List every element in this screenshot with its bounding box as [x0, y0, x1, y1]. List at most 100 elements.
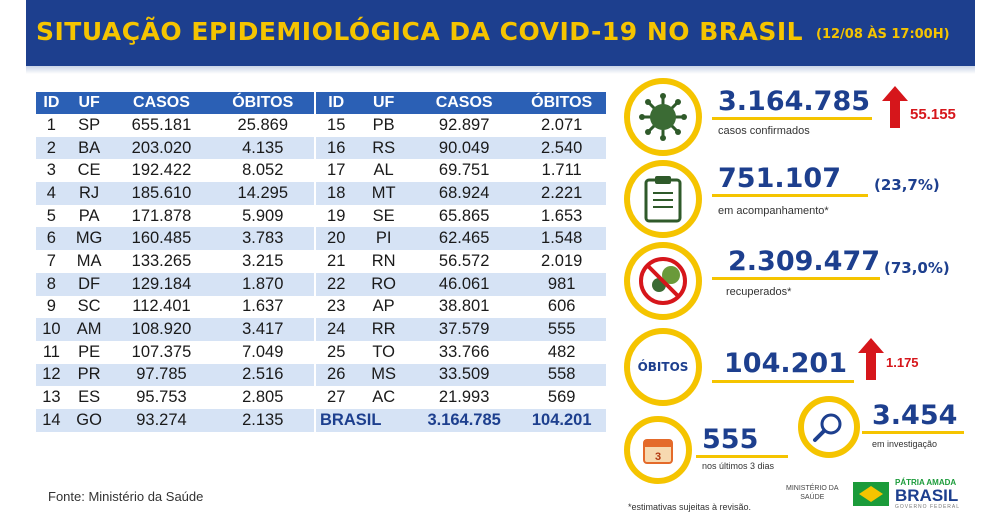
cell-obitos: 7.049	[242, 342, 284, 361]
cell-obitos: 1.653	[541, 206, 583, 225]
table-row: 22 RO 46.061 981	[316, 272, 606, 296]
last3days-underline	[696, 455, 788, 458]
cell-id: 12	[36, 363, 67, 387]
cell-casos: 65.865	[438, 206, 490, 225]
cell-id: 7	[46, 251, 56, 270]
up-arrow-icon	[882, 86, 908, 128]
last3days-circle: 3	[624, 416, 692, 484]
confirmed-increase: 55.155	[910, 106, 956, 123]
table-row: 14 GO 93.274 2.135	[36, 408, 314, 432]
states-table-left-body: 1 SP 655.181 25.869 2 BA 203.020 4.135 3 CE 192.42…	[36, 114, 314, 432]
cell-id: 10	[36, 318, 67, 341]
table-row: 16 RS 90.049 2.540	[316, 136, 606, 160]
cell-uf: DF	[66, 272, 112, 296]
cell-uf: MA	[76, 251, 102, 270]
footnote: *estimativas sujeitas à revisão.	[628, 502, 752, 512]
column-header: ID	[36, 92, 67, 114]
cell-id: 21	[327, 251, 346, 270]
cell-casos: 95.753	[136, 388, 187, 407]
calendar-icon: 3	[643, 439, 673, 464]
column-header: ÓBITOS	[517, 92, 606, 114]
cell-casos: 68.924	[410, 182, 518, 205]
column-header: ID	[316, 92, 357, 114]
cell-id: 26	[316, 363, 357, 387]
cell-casos: 93.274	[111, 408, 212, 432]
investigation-label: em investigação	[872, 439, 938, 449]
cell-obitos: 2.071	[541, 115, 583, 134]
cell-uf: MT	[356, 182, 411, 205]
monitoring-underline	[712, 194, 868, 197]
total-row: BRASIL 3.164.785 104.201	[316, 408, 606, 432]
column-header: UF	[356, 92, 411, 114]
cell-id: 15	[327, 115, 346, 134]
cell-casos: 90.049	[410, 136, 518, 160]
cell-uf: PA	[78, 206, 100, 225]
table-row: 4 RJ 185.610 14.295	[36, 182, 314, 205]
table-row: 19 SE 65.865 1.653	[316, 205, 606, 228]
cell-casos: 33.766	[438, 342, 490, 361]
cell-uf: RR	[356, 318, 411, 341]
cell-id: 23	[327, 297, 346, 316]
deaths-circle: ÓBITOS	[624, 328, 702, 406]
cell-obitos: 1.548	[517, 227, 606, 251]
cell-obitos: 2.221	[517, 182, 606, 205]
cell-obitos: 3.417	[211, 318, 314, 341]
cell-uf: RO	[356, 272, 411, 296]
deaths-badge: ÓBITOS	[637, 360, 689, 374]
table-row: 10 AM 108.920 3.417	[36, 318, 314, 341]
cell-uf: RS	[356, 136, 411, 160]
cell-obitos: 981	[517, 272, 606, 296]
cell-casos: 112.401	[132, 297, 191, 316]
cell-uf: SP	[78, 115, 101, 134]
cell-uf: ES	[78, 388, 101, 407]
cell-uf: AM	[66, 318, 112, 341]
monitoring-label: em acompanhamento*	[718, 205, 829, 217]
cell-uf: RN	[371, 251, 396, 270]
monitoring-value: 751.107	[718, 163, 841, 194]
total-label: BRASIL	[316, 408, 411, 432]
recovered-circle	[624, 242, 702, 320]
cell-casos: 69.751	[438, 161, 490, 180]
cell-id: 19	[327, 206, 346, 225]
states-table-right: ID UF CASOS ÓBITOS 15 PB 92.897 2.071 16 RS 90…	[316, 92, 606, 432]
states-table-right-body: 15 PB 92.897 2.071 16 RS 90.049 2.540 17 AL 69.751…	[316, 114, 606, 409]
cell-id: 13	[42, 388, 61, 407]
cell-obitos: 5.909	[242, 206, 284, 225]
cell-casos: 92.897	[438, 115, 490, 134]
table-row: 5 PA 171.878 5.909	[36, 205, 314, 228]
deaths-increase: 1.175	[886, 355, 919, 370]
cell-id: 18	[316, 182, 357, 205]
cell-id: 8	[36, 272, 67, 296]
table-row: 9 SC 112.401 1.637	[36, 296, 314, 319]
deaths-value: 104.201	[724, 348, 847, 379]
cell-id: 11	[42, 342, 60, 361]
gov-name: BRASIL	[895, 486, 959, 505]
cell-uf: SC	[77, 297, 101, 316]
cell-casos: 108.920	[111, 318, 212, 341]
cell-id: 17	[327, 161, 346, 180]
cell-obitos: 2.540	[517, 136, 606, 160]
cell-id: 1	[46, 115, 56, 134]
total-casos: 3.164.785	[410, 408, 518, 432]
cell-obitos: 558	[517, 363, 606, 387]
cell-uf: AC	[372, 388, 396, 407]
cell-uf: PI	[356, 227, 411, 251]
table-header-row: ID UF CASOS ÓBITOS	[316, 92, 606, 114]
confirmed-value: 3.164.785	[718, 86, 871, 117]
cell-uf: PE	[78, 342, 101, 361]
confirmed-label: casos confirmados	[718, 125, 810, 137]
cell-uf: MG	[66, 227, 112, 251]
column-header: CASOS	[111, 92, 212, 114]
cell-obitos: 569	[547, 388, 576, 407]
cell-casos: 133.265	[131, 251, 192, 270]
cell-uf: MS	[356, 363, 411, 387]
last3days-value: 555	[702, 424, 759, 455]
cell-id: 16	[316, 136, 357, 160]
cell-casos: 129.184	[111, 272, 212, 296]
page-title: SITUAÇÃO EPIDEMIOLÓGICA DA COVID-19 NO B…	[36, 17, 804, 46]
cell-casos: 33.509	[410, 363, 518, 387]
cell-uf: CE	[77, 161, 101, 180]
table-row: 13 ES 95.753 2.805	[36, 386, 314, 409]
cell-casos: 655.181	[131, 115, 192, 134]
cell-id: 9	[46, 297, 56, 316]
